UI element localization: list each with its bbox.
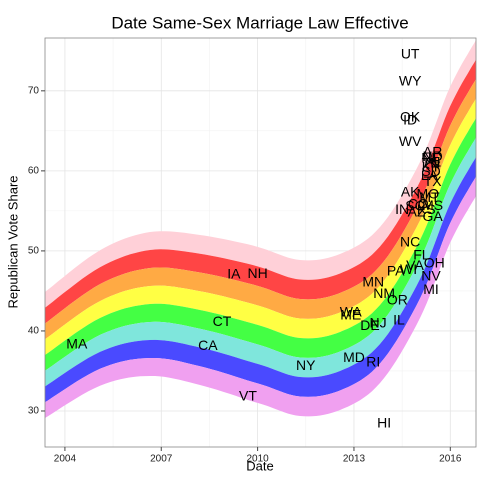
y-axis-title: Republican Vote Share bbox=[5, 176, 20, 309]
point-label: AR bbox=[423, 144, 442, 160]
point-label: PA bbox=[387, 262, 405, 278]
point-label: NH bbox=[247, 265, 267, 281]
point-label: IA bbox=[227, 266, 241, 282]
point-label: HI bbox=[377, 414, 391, 430]
point-label: TX bbox=[424, 173, 443, 189]
point-label: TN bbox=[422, 154, 441, 170]
band bbox=[45, 157, 476, 403]
point-label: WV bbox=[399, 133, 422, 149]
point-label: SC bbox=[405, 198, 424, 214]
point-label: MD bbox=[343, 349, 365, 365]
band bbox=[45, 98, 476, 355]
point-label: MT bbox=[419, 189, 440, 205]
point-label: CA bbox=[198, 337, 218, 353]
point-label: OK bbox=[400, 109, 421, 125]
band bbox=[45, 40, 476, 308]
band bbox=[45, 59, 476, 324]
y-tick-label: 50 bbox=[28, 246, 40, 257]
y-tick-label: 60 bbox=[28, 166, 40, 177]
point-label: KY bbox=[422, 158, 441, 174]
chart-title: Date Same-Sex Marriage Law Effective bbox=[111, 13, 408, 32]
point-label: MN bbox=[362, 274, 384, 290]
point-label: NC bbox=[400, 234, 420, 250]
point-label: FL bbox=[413, 246, 430, 262]
point-label: OH bbox=[424, 254, 445, 270]
y-tick-label: 70 bbox=[28, 85, 40, 96]
point-label: AL bbox=[424, 154, 441, 170]
point-label: ND bbox=[423, 148, 443, 164]
point-label: ME bbox=[340, 306, 361, 322]
x-tick-label: 2013 bbox=[343, 454, 366, 465]
point-label: GA bbox=[423, 208, 444, 224]
x-tick-label: 2004 bbox=[54, 454, 77, 465]
point-label: LA bbox=[421, 167, 439, 183]
point-label: MO bbox=[417, 186, 440, 202]
rainbow-bands bbox=[45, 40, 476, 418]
point-label: NM bbox=[373, 285, 395, 301]
x-tick-label: 2016 bbox=[439, 454, 462, 465]
point-label: RI bbox=[366, 354, 380, 370]
point-label: MI bbox=[423, 281, 439, 297]
point-label: CO bbox=[408, 196, 429, 212]
point-label: ID bbox=[403, 112, 417, 128]
point-label: VA bbox=[406, 257, 424, 273]
point-label: IN bbox=[395, 201, 409, 217]
point-label: OR bbox=[387, 292, 408, 308]
point-label: WI bbox=[400, 261, 417, 277]
point-label: AK bbox=[401, 184, 420, 200]
point-label: NY bbox=[296, 357, 316, 373]
point-label: MS bbox=[422, 197, 443, 213]
point-label: UT bbox=[401, 46, 420, 62]
point-label: MA bbox=[66, 336, 88, 352]
panel-border bbox=[44, 37, 477, 448]
point-label: WA bbox=[340, 304, 363, 320]
band bbox=[45, 118, 476, 371]
point-label: IL bbox=[393, 312, 405, 328]
point-label: NE bbox=[421, 150, 440, 166]
y-tick-label: 40 bbox=[28, 326, 40, 337]
point-label: NV bbox=[421, 268, 441, 284]
point-label: WY bbox=[399, 73, 422, 89]
band bbox=[45, 137, 476, 387]
x-axis-title: Date bbox=[246, 458, 273, 473]
point-label: AZ bbox=[408, 204, 426, 220]
point-label: NJ bbox=[369, 314, 386, 330]
point-label: SD bbox=[421, 163, 440, 179]
x-tick-label: 2010 bbox=[246, 454, 269, 465]
y-tick-label: 30 bbox=[28, 406, 40, 417]
point-label: KS bbox=[417, 201, 436, 217]
point-label: CT bbox=[213, 313, 232, 329]
point-label: VT bbox=[239, 388, 257, 404]
point-label: DE bbox=[360, 317, 379, 333]
x-tick-label: 2007 bbox=[150, 454, 173, 465]
band bbox=[45, 79, 476, 340]
